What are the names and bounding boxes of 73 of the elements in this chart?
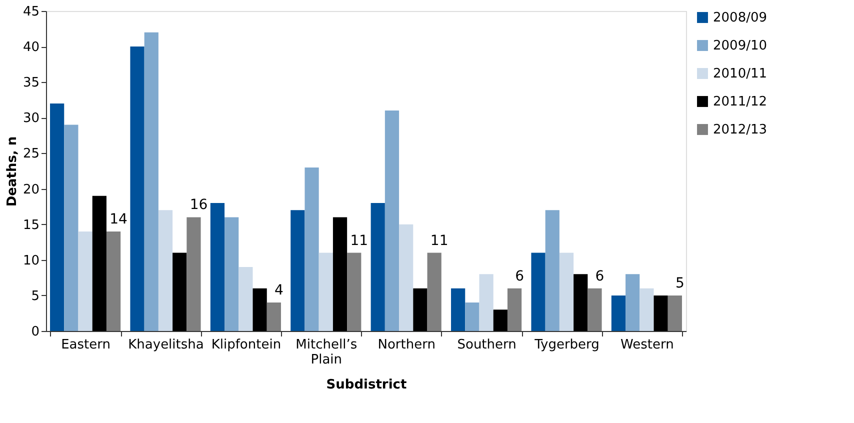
bar [318, 252, 333, 331]
x-tick-label: Southern [457, 338, 516, 352]
y-tick-label: 5 [31, 288, 40, 304]
bar [465, 302, 480, 331]
bar [588, 288, 602, 331]
bar [210, 203, 225, 331]
legend-label: 2010/11 [713, 66, 768, 82]
bar [413, 288, 428, 331]
bar [451, 288, 466, 331]
bar [252, 288, 267, 331]
bar [238, 267, 253, 331]
x-tick-label: Klipfontein [211, 338, 282, 352]
data-label: 4 [274, 282, 284, 299]
bar [172, 252, 187, 331]
data-label: 5 [675, 275, 684, 292]
bar [654, 295, 668, 331]
bar [106, 231, 121, 331]
bar [611, 295, 626, 331]
bar [427, 252, 442, 331]
x-tick-label: Khayelitsha [128, 338, 204, 352]
bar [545, 210, 560, 331]
x-tick-label: Tygerberg [534, 338, 600, 352]
bar [290, 210, 305, 331]
bar [130, 46, 144, 331]
bar [668, 295, 682, 331]
bar [559, 252, 574, 331]
x-tick-label: Western [620, 338, 674, 352]
bar [78, 231, 92, 331]
bar [640, 288, 654, 331]
bar [92, 196, 106, 331]
legend-label: 2009/10 [713, 38, 768, 54]
x-tick-label: Mitchell’s Plain [296, 338, 358, 368]
bar [347, 252, 362, 331]
y-tick-label: 20 [22, 182, 40, 198]
bar [384, 110, 400, 331]
data-label: 11 [350, 232, 368, 249]
bar [266, 302, 281, 331]
bar [332, 217, 348, 331]
data-label: 6 [515, 268, 524, 284]
bar [493, 310, 508, 331]
y-tick-label: 25 [22, 146, 40, 162]
x-tick-label: Northern [378, 338, 436, 352]
legend-label: 2012/13 [713, 122, 768, 138]
legend-label: 2008/09 [713, 10, 768, 26]
y-tick-label: 35 [22, 76, 40, 91]
y-tick-label: 30 [22, 111, 40, 126]
bar [479, 274, 494, 331]
y-tick-label: 15 [22, 218, 40, 233]
bar [399, 224, 414, 331]
y-tick-label: 45 [22, 4, 40, 20]
data-label: 11 [430, 232, 448, 249]
bar [507, 288, 522, 331]
bar [186, 217, 201, 331]
bar [304, 167, 319, 331]
y-tick-label: 0 [31, 324, 40, 340]
y-axis-title: Deaths, n [4, 136, 20, 207]
x-tick-label: Eastern [61, 338, 110, 352]
bar [370, 203, 385, 331]
bar [224, 217, 239, 331]
bar [144, 32, 158, 331]
bar [574, 274, 588, 331]
data-label: 14 [110, 211, 128, 228]
bar [64, 124, 78, 331]
bar [158, 210, 173, 331]
data-label: 6 [595, 268, 604, 284]
bar [626, 274, 640, 331]
bar [531, 252, 546, 331]
legend-label: 2011/12 [713, 94, 768, 110]
y-tick-label: 40 [22, 40, 40, 56]
y-tick-label: 10 [22, 253, 40, 268]
x-axis-title: Subdistrict [326, 378, 407, 392]
data-label: 16 [190, 197, 208, 214]
bar [50, 103, 64, 331]
